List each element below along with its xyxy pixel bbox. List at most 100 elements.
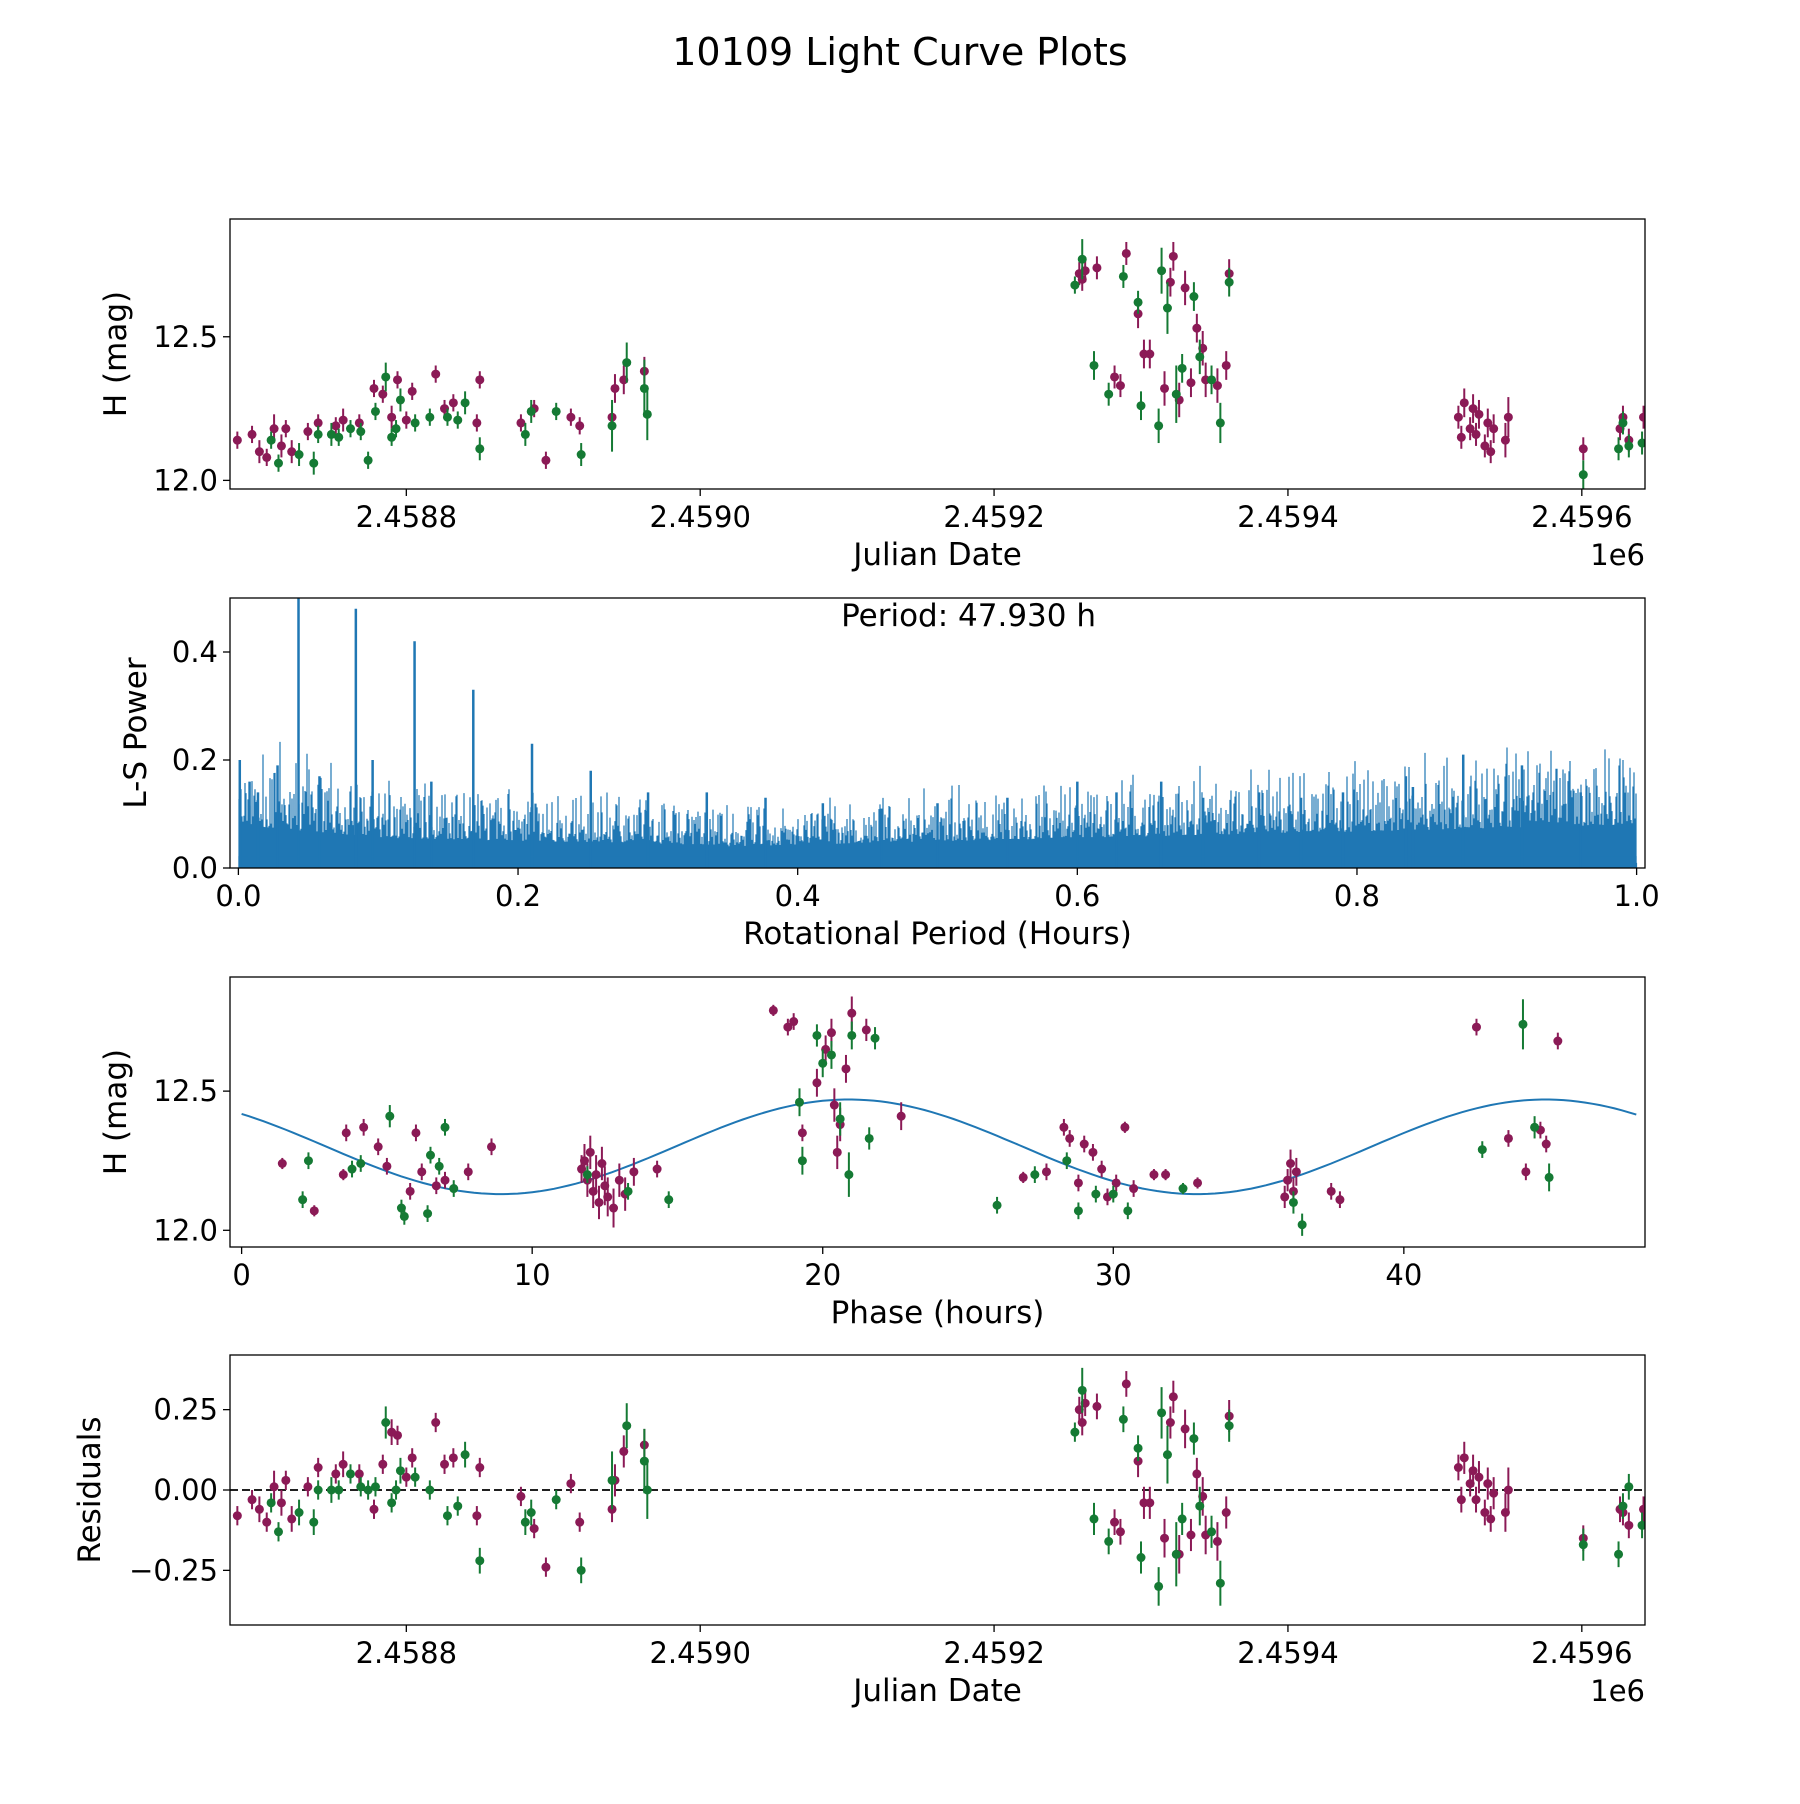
data-point bbox=[1637, 438, 1645, 448]
panel-residuals: 2.4588 2.4590 2.4592 2.4594 2.4596 0.25 0.00 −0… bbox=[72, 1354, 1646, 1709]
data-point bbox=[1500, 435, 1510, 445]
x-tick-label: 2.4596 bbox=[1531, 500, 1632, 534]
data-point bbox=[345, 424, 355, 434]
data-point bbox=[861, 1025, 871, 1035]
data-point bbox=[1180, 283, 1190, 293]
data-point bbox=[1486, 1514, 1496, 1524]
data-point bbox=[1614, 1549, 1624, 1559]
data-point bbox=[1503, 1485, 1513, 1495]
data-point bbox=[1145, 349, 1155, 359]
data-point bbox=[1180, 1424, 1190, 1434]
data-point bbox=[334, 432, 344, 442]
data-point bbox=[1486, 447, 1496, 457]
data-point bbox=[797, 1128, 807, 1138]
data-point bbox=[1553, 1036, 1563, 1046]
data-point bbox=[309, 1517, 319, 1527]
data-point bbox=[1160, 383, 1170, 393]
data-point bbox=[623, 1186, 633, 1196]
data-point bbox=[1157, 1408, 1167, 1418]
data-point bbox=[303, 1156, 313, 1166]
data-point bbox=[1624, 441, 1634, 451]
data-point bbox=[1624, 1482, 1634, 1492]
model-curve bbox=[241, 1098, 1637, 1196]
data-point bbox=[1639, 412, 1645, 422]
x-tick-label: 2.4594 bbox=[1237, 500, 1338, 534]
data-point bbox=[1118, 1414, 1128, 1424]
data-point bbox=[411, 1128, 421, 1138]
data-point bbox=[1097, 1164, 1107, 1174]
data-point bbox=[1104, 389, 1114, 399]
data-point bbox=[1189, 1434, 1199, 1444]
data-point bbox=[526, 406, 536, 416]
data-point bbox=[431, 369, 441, 379]
data-point bbox=[281, 1475, 291, 1485]
data-point bbox=[425, 1150, 435, 1160]
data-point bbox=[407, 1453, 417, 1463]
data-point bbox=[1089, 360, 1099, 370]
x-axis-label: Julian Date bbox=[851, 1673, 1022, 1709]
x-tick-label: 2.4590 bbox=[649, 500, 750, 534]
x-tick-label: 30 bbox=[1095, 1258, 1132, 1292]
data-point bbox=[410, 1472, 420, 1482]
data-point bbox=[1079, 1139, 1089, 1149]
data-point bbox=[1280, 1192, 1290, 1202]
data-point bbox=[1468, 1466, 1478, 1476]
data-point bbox=[369, 1504, 379, 1514]
data-point bbox=[575, 421, 585, 431]
plot-area-periodogram bbox=[238, 598, 1638, 868]
x-tick-label: 0.8 bbox=[1334, 879, 1380, 913]
data-point bbox=[1171, 1549, 1181, 1559]
data-point bbox=[401, 415, 411, 425]
data-point bbox=[622, 1421, 632, 1431]
data-point bbox=[266, 1498, 276, 1508]
data-point bbox=[395, 395, 405, 405]
data-point bbox=[381, 1418, 391, 1427]
data-point bbox=[232, 435, 242, 445]
y-tick-label: 0.2 bbox=[172, 743, 218, 777]
data-point bbox=[797, 1156, 807, 1166]
x-tick-label: 2.4592 bbox=[943, 1636, 1044, 1670]
data-point bbox=[1530, 1122, 1540, 1132]
data-point bbox=[1133, 1443, 1143, 1453]
data-point bbox=[273, 1527, 283, 1537]
data-point bbox=[841, 1064, 851, 1074]
panel-phased: 0 10 20 30 40 12.0 12.5 Phase (hours) H (mag) bbox=[98, 976, 1646, 1331]
data-point bbox=[276, 441, 286, 451]
x-tick-label: 0 bbox=[232, 1258, 250, 1292]
panels: 2.4588 2.4590 2.4592 2.4594 2.4596 12.0 12.5 Ju… bbox=[72, 218, 1660, 1709]
data-point bbox=[1195, 352, 1205, 362]
data-point bbox=[789, 1017, 799, 1027]
data-point bbox=[391, 1485, 401, 1495]
data-point bbox=[281, 424, 291, 434]
data-point bbox=[395, 1466, 405, 1476]
data-point bbox=[1149, 1170, 1159, 1180]
data-point bbox=[354, 1469, 364, 1479]
data-point bbox=[614, 1175, 624, 1185]
data-point bbox=[597, 1158, 607, 1168]
data-point bbox=[579, 1156, 589, 1166]
data-point bbox=[541, 455, 551, 465]
data-point bbox=[393, 1430, 403, 1440]
data-point bbox=[629, 1167, 639, 1177]
data-point bbox=[607, 421, 617, 431]
data-point bbox=[1189, 292, 1199, 302]
x-tick-label: 2.4588 bbox=[356, 1636, 457, 1670]
data-point bbox=[431, 1181, 441, 1191]
data-point bbox=[373, 1142, 383, 1152]
data-point bbox=[345, 1469, 355, 1479]
data-point bbox=[1133, 297, 1143, 307]
data-point bbox=[472, 418, 482, 428]
data-point bbox=[520, 1517, 530, 1527]
data-point bbox=[369, 383, 379, 393]
data-point bbox=[1578, 1540, 1588, 1550]
data-point bbox=[247, 1495, 257, 1505]
data-point bbox=[1070, 1427, 1080, 1437]
data-point bbox=[442, 1511, 452, 1521]
data-point bbox=[1136, 401, 1146, 411]
data-point bbox=[378, 389, 388, 399]
data-point bbox=[812, 1078, 822, 1088]
data-point bbox=[1168, 1392, 1178, 1402]
data-point bbox=[1145, 1498, 1155, 1508]
